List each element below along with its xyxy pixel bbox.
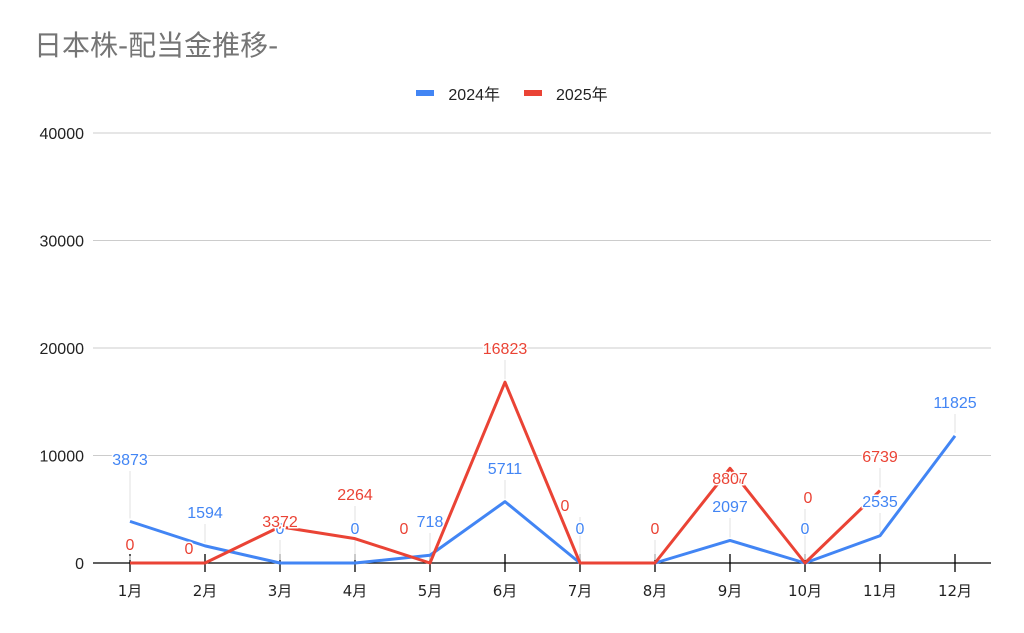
data-label: 0 [651,521,660,538]
data-label: 2535 [862,494,898,511]
data-label: 11825 [933,395,976,412]
data-label: 8807 [712,471,748,488]
x-tick-label: 4月 [343,582,368,600]
y-tick-label: 40000 [40,126,85,143]
gridlines [93,132,991,456]
data-label: 0 [185,541,194,558]
y-tick-label: 30000 [40,234,85,251]
data-label: 0 [400,521,409,538]
data-label: 0 [276,521,285,538]
data-label: 3372 [262,514,298,531]
legend-swatch-2024 [416,90,435,96]
data-label: 0 [351,521,360,538]
data-label: 0 [576,521,585,538]
data-label: 0 [561,498,570,515]
x-tick-label: 1月 [118,582,143,600]
x-tick-label: 10月 [788,582,822,600]
data-label: 0 [651,521,660,538]
data-label: 2264 [337,487,373,504]
x-axis: 1月 2月 3月 4月 5月 6月 7月 8月 9月 10月 11月 12月 [93,554,991,600]
legend-swatch-2025 [524,90,542,96]
legend-item-2025[interactable]: 2025年 [524,81,608,105]
x-tick-label: 12月 [938,582,972,600]
x-tick-label: 11月 [863,582,897,600]
y-tick-label: 10000 [40,449,85,466]
x-tick-label: 9月 [718,582,743,600]
data-label: 5711 [488,461,523,478]
series-line-2024年 [129,434,957,565]
y-tick-label: 20000 [40,341,85,358]
x-tick-label: 8月 [643,582,668,600]
series-lines [129,380,957,565]
data-label: 1594 [187,505,223,522]
legend-label-2024: 2024年 [448,87,500,104]
data-label: 3873 [112,452,148,469]
x-tick-label: 2月 [193,582,218,600]
x-tick-label: 5月 [418,582,443,600]
data-label: 0 [801,521,810,538]
y-tick-label: 0 [75,556,84,573]
data-label: 2097 [712,499,748,516]
data-label: 718 [417,514,444,531]
label-leader-lines [129,360,956,560]
x-tick-label: 7月 [568,582,593,600]
legend-item-2024[interactable]: 2024年 [416,81,500,105]
data-label: 16823 [483,341,528,358]
chart-legend: 2024年 2025年 [0,81,1024,105]
y-axis: 0 10000 20000 30000 40000 [40,126,85,573]
chart-title: 日本株-配当金推移- [34,29,279,62]
legend-label-2025: 2025年 [556,87,608,104]
x-tick-label: 6月 [493,582,518,600]
series-line-2025年 [130,380,882,565]
data-label: 0 [804,490,813,507]
x-tick-label: 3月 [268,582,293,600]
data-label: 0 [126,537,135,554]
data-label: 6739 [862,449,898,466]
